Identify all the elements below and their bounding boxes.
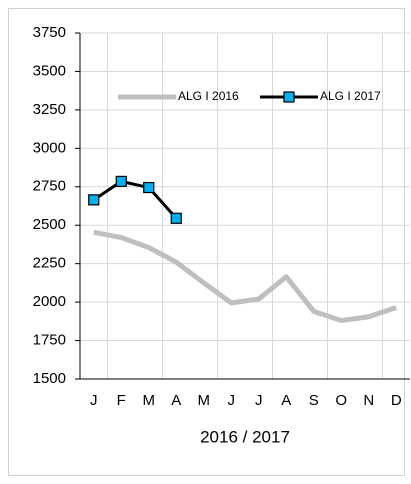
legend-marker <box>283 91 295 103</box>
x-tick-label: D <box>391 392 402 409</box>
y-tick-label: 2000 <box>33 293 66 310</box>
x-tick-label: J <box>228 392 236 409</box>
legend-label: ALG I 2017 <box>320 89 381 103</box>
y-tick-label: 3750 <box>33 24 66 41</box>
y-tick-label: 3000 <box>33 139 66 156</box>
y-tick-label: 1750 <box>33 332 66 349</box>
y-tick-label: 1500 <box>33 370 66 387</box>
series-line <box>93 229 398 324</box>
y-tick-label: 3250 <box>33 101 66 118</box>
x-tick-label: S <box>309 392 319 409</box>
marker <box>170 212 182 224</box>
series-line <box>92 179 178 220</box>
x-tick-label: M <box>143 392 156 409</box>
marker <box>115 175 127 187</box>
y-tick-label: 2500 <box>33 216 66 233</box>
x-axis-title: 2016 / 2017 <box>200 427 290 446</box>
y-tick-label: 2250 <box>33 255 66 272</box>
chart-border <box>8 8 405 476</box>
x-tick-label: O <box>335 392 347 409</box>
marker <box>143 181 155 194</box>
legend-label: ALG I 2016 <box>178 89 239 103</box>
x-tick-label: N <box>363 392 374 409</box>
x-tick-label: M <box>198 392 211 409</box>
x-tick-label: A <box>171 392 181 409</box>
x-tick-label: F <box>117 392 126 409</box>
x-tick-label: J <box>90 392 98 409</box>
x-tick-label: A <box>281 392 291 409</box>
marker <box>88 194 100 206</box>
y-tick-label: 2750 <box>33 178 66 195</box>
x-tick-label: J <box>255 392 263 409</box>
y-tick-label: 3500 <box>33 62 66 79</box>
